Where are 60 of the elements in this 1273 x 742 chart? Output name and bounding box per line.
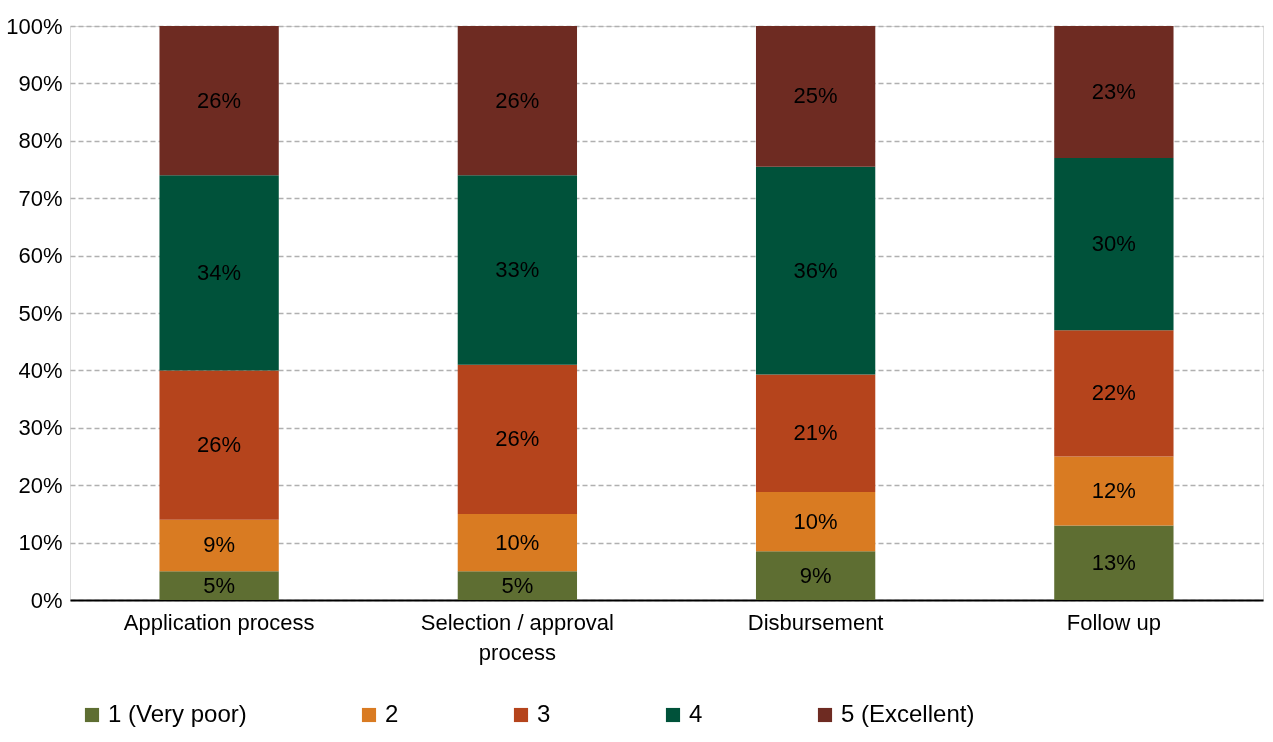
data-label: 9% <box>799 562 832 588</box>
bar <box>159 370 279 520</box>
data-label: 10% <box>495 529 540 555</box>
bar <box>1054 330 1174 457</box>
data-label: 26% <box>495 426 540 452</box>
bar <box>457 26 578 176</box>
legend-label: 2 <box>385 700 399 727</box>
data-label: 30% <box>1091 231 1136 257</box>
y-tick-label: 40% <box>18 357 63 383</box>
data-label: 34% <box>197 259 242 285</box>
legend-label: 3 <box>537 700 551 727</box>
y-tick-label: 0% <box>30 587 63 613</box>
y-tick-label: 30% <box>18 415 63 441</box>
y-tick-label: 20% <box>18 472 63 498</box>
x-tick-label: Follow up <box>1066 609 1161 635</box>
bar <box>755 26 876 167</box>
data-label: 26% <box>197 87 242 113</box>
data-label: 36% <box>793 257 838 283</box>
bar <box>755 374 876 493</box>
data-label: 5% <box>501 572 534 598</box>
y-tick-label: 90% <box>18 70 63 96</box>
y-tick-label: 50% <box>18 300 63 326</box>
bar <box>1054 158 1174 331</box>
data-label: 9% <box>203 532 236 558</box>
bar <box>1054 26 1174 159</box>
data-label: 22% <box>1091 380 1136 406</box>
x-tick-label: Disbursement <box>747 609 884 635</box>
data-label: 10% <box>793 508 838 534</box>
data-label: 26% <box>495 87 540 113</box>
data-label: 23% <box>1091 79 1136 105</box>
y-tick-label: 100% <box>6 13 63 39</box>
bar <box>457 175 578 365</box>
legend-label: 5 (Excellent) <box>841 700 975 727</box>
bar <box>457 513 578 572</box>
bar <box>159 26 279 176</box>
bar <box>755 492 876 552</box>
bar <box>755 551 876 600</box>
bar <box>755 166 876 375</box>
bar <box>159 175 279 371</box>
x-tick-label: Application process <box>123 609 315 635</box>
legend-label: 4 <box>689 700 703 727</box>
y-tick-label: 10% <box>18 530 63 556</box>
data-label: 5% <box>203 572 236 598</box>
bar <box>159 571 279 600</box>
bar <box>1054 525 1174 600</box>
x-tick-label: Selection / approval process <box>420 609 614 665</box>
bar <box>457 364 578 514</box>
data-label: 25% <box>793 83 838 109</box>
bar <box>457 571 578 600</box>
data-label: 12% <box>1091 477 1136 503</box>
legend-label: 1 (Very poor) <box>108 700 247 727</box>
data-label: 21% <box>793 420 838 446</box>
data-label: 26% <box>197 432 242 458</box>
y-tick-label: 80% <box>18 128 63 154</box>
y-tick-label: 70% <box>18 185 63 211</box>
bar <box>159 519 279 572</box>
y-tick-label: 60% <box>18 243 63 269</box>
data-label: 33% <box>495 256 540 282</box>
data-label: 13% <box>1091 549 1136 575</box>
bar <box>1054 456 1174 526</box>
